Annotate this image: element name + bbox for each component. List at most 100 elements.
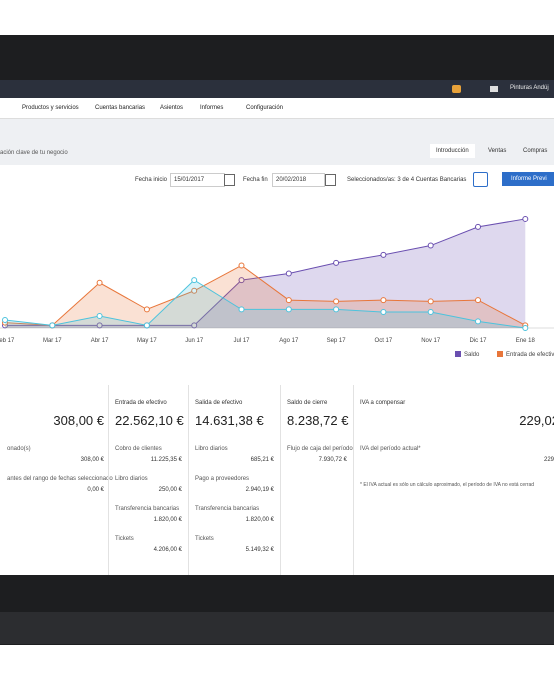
line	[4, 279, 526, 329]
row-value: 2.940,19 €	[245, 487, 274, 493]
row-label: Cobro de clientes	[115, 446, 162, 452]
header-subtitle: ación clave de tu negocio	[0, 150, 68, 156]
row-value: 308,00 €	[80, 457, 104, 463]
point	[238, 306, 245, 313]
point	[333, 298, 340, 305]
point	[285, 270, 292, 277]
point	[380, 297, 387, 304]
x-tick-label: Jun 17	[185, 338, 204, 344]
card-value: 14.631,38 €	[195, 413, 264, 428]
row-label: Pago a proveedores	[195, 476, 250, 482]
row-label: Tickets	[115, 536, 134, 542]
start-input[interactable]: 15/01/2017	[170, 173, 225, 187]
nav-item[interactable]: Informes	[200, 105, 224, 111]
x-tick-label: Nov 17	[421, 338, 441, 344]
accounts-button[interactable]	[473, 172, 488, 187]
point	[285, 306, 292, 313]
screen: Pinturas Andúj ación clave de tu negocio…	[0, 80, 554, 575]
card-value: 308,00 €	[53, 413, 104, 428]
row-value: 0,00 €	[87, 487, 104, 493]
top-bar: Pinturas Andúj	[0, 80, 554, 98]
row-value: 229,0	[543, 457, 554, 463]
legend-label: Saldo	[464, 352, 480, 358]
card-divider	[353, 385, 354, 575]
row-label: Transferencia bancarias	[195, 506, 260, 512]
point	[427, 309, 434, 316]
nav-item[interactable]: Productos y servicios	[22, 105, 79, 111]
x-tick-label: Jul 17	[233, 338, 250, 344]
tab[interactable]: Compras	[523, 148, 548, 154]
row-value: 11.225,35 €	[150, 457, 182, 463]
row-label: onado(s)	[7, 446, 31, 452]
line	[4, 264, 526, 326]
line	[5, 218, 526, 326]
nav-bar	[0, 98, 554, 119]
card-value: 229,02	[519, 413, 554, 428]
x-tick-label: Oct 17	[375, 338, 393, 344]
nav-item[interactable]: Asientos	[160, 105, 184, 111]
preview-button[interactable]: Informe Previ	[502, 172, 554, 186]
point	[333, 306, 340, 313]
x-tick-label: Mar 17	[43, 338, 62, 344]
point	[285, 297, 292, 304]
point	[522, 215, 529, 222]
x-tick-label: May 17	[137, 338, 157, 344]
header: ación clave de tu negocio	[0, 119, 554, 165]
point	[143, 306, 150, 313]
row-label: Transferencia bancarias	[115, 506, 180, 512]
point	[96, 279, 103, 286]
row-value: 7.930,72 €	[318, 457, 347, 463]
x-tick-label: Sep 17	[327, 338, 347, 344]
point	[380, 251, 387, 258]
user-icon[interactable]	[452, 85, 461, 93]
row-label: Flujo de caja del período	[287, 446, 353, 452]
nav-item[interactable]: Cuentas bancarias	[95, 105, 146, 111]
point	[191, 277, 198, 284]
row-label: Tickets	[195, 536, 214, 542]
mail-icon[interactable]	[490, 86, 498, 92]
card-divider	[188, 385, 189, 575]
point	[191, 322, 198, 329]
point	[522, 325, 529, 331]
card-value: 8.238,72 €	[287, 413, 349, 428]
x-tick-label: Ene 18	[516, 338, 536, 344]
point	[143, 322, 150, 329]
point	[2, 317, 8, 324]
point	[191, 287, 198, 294]
point	[380, 309, 387, 316]
row-label: Libro diarios	[115, 476, 148, 482]
row-label: antes del rango de fechas seleccionado	[7, 476, 113, 482]
point	[333, 259, 340, 266]
point	[238, 262, 245, 269]
tab[interactable]: Ventas	[488, 148, 507, 154]
point	[475, 223, 481, 230]
point	[96, 322, 103, 329]
end-label: Fecha fin	[243, 177, 268, 183]
calendar-icon[interactable]	[224, 174, 235, 186]
point	[427, 298, 434, 305]
row-value: 4.206,00 €	[153, 547, 182, 553]
x-tick-label: Abr 17	[91, 338, 109, 344]
end-input[interactable]: 20/02/2018	[272, 173, 325, 187]
card-note: * El IVA actual es sólo un cálculo aprox…	[360, 482, 535, 488]
row-value: 5.149,32 €	[245, 547, 274, 553]
start-label: Fecha inicio	[135, 177, 168, 183]
point	[96, 313, 103, 320]
point	[475, 318, 481, 325]
calendar-icon[interactable]	[325, 174, 336, 186]
card-title: IVA a compensar	[360, 400, 406, 406]
card-divider	[280, 385, 281, 575]
x-tick-label: Dic 17	[469, 338, 487, 344]
legend-swatch	[455, 351, 461, 357]
row-value: 1.820,00 €	[153, 517, 182, 523]
tab[interactable]: Introducción	[430, 144, 475, 158]
row-value: 1.820,00 €	[245, 517, 274, 523]
nav-item[interactable]: Configuración	[246, 105, 284, 111]
company-name[interactable]: Pinturas Andúj	[510, 85, 549, 91]
area	[5, 280, 526, 328]
row-value: 250,00 €	[158, 487, 182, 493]
point	[475, 297, 481, 304]
row-label: IVA del período actual*	[360, 446, 421, 452]
laptop-base	[0, 612, 554, 644]
card-title: Saldo de cierre	[287, 400, 328, 406]
